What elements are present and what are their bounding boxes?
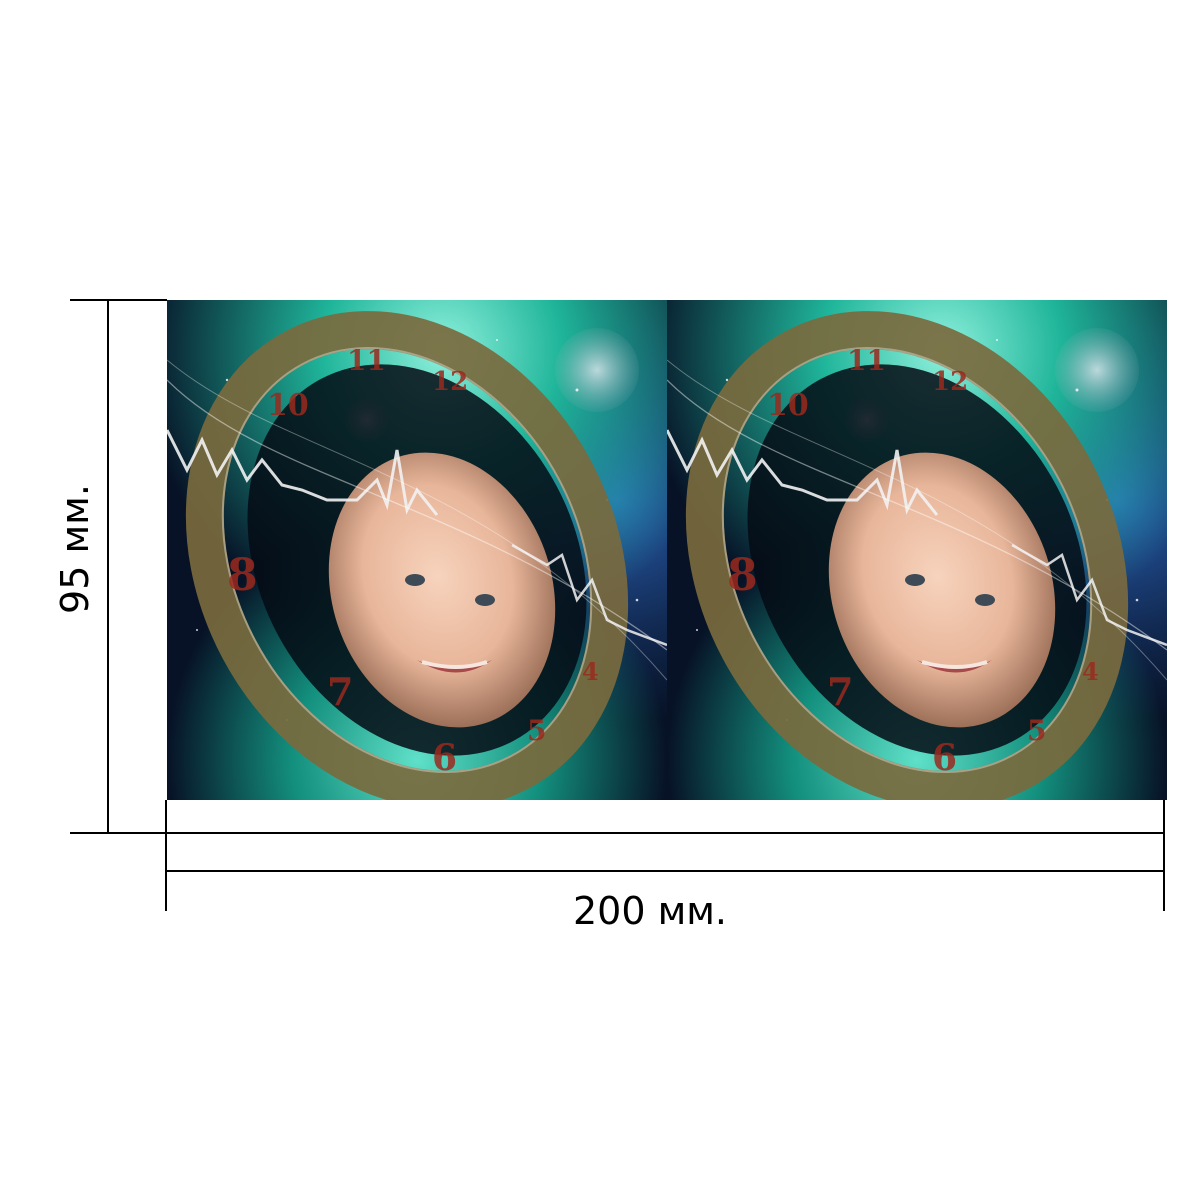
- svg-text:12: 12: [932, 367, 968, 397]
- print-panel-right: 11 10 12 8 7 6 5 4: [667, 300, 1167, 800]
- height-dimension-line: [107, 299, 109, 834]
- width-dimension-label: 200 мм.: [572, 889, 728, 933]
- height-dimension-label: 95 мм.: [53, 484, 97, 614]
- svg-text:7: 7: [327, 669, 353, 714]
- svg-text:10: 10: [267, 388, 309, 423]
- cosmic-baby-clock-image: 11 10 12 8 7 6 5 4: [667, 300, 1167, 800]
- height-extension-line-bottom: [70, 832, 167, 834]
- svg-text:5: 5: [527, 714, 546, 747]
- panel-bottom-reference-line: [165, 832, 1165, 834]
- svg-text:5: 5: [1027, 714, 1046, 747]
- cosmic-baby-clock-image: 11 10 12 8 7 6 5 4: [167, 300, 667, 800]
- svg-text:12: 12: [432, 367, 468, 397]
- width-extension-line-left: [165, 800, 167, 911]
- width-extension-line-right: [1163, 800, 1165, 911]
- svg-text:6: 6: [432, 737, 457, 779]
- width-dimension-line: [165, 870, 1165, 872]
- svg-text:8: 8: [227, 550, 258, 601]
- svg-text:4: 4: [1082, 657, 1099, 686]
- svg-text:4: 4: [582, 657, 599, 686]
- svg-text:10: 10: [767, 388, 809, 423]
- svg-text:6: 6: [932, 737, 957, 779]
- svg-text:11: 11: [347, 344, 386, 377]
- print-panel-left: 11 10 12 8 7 6 5 4: [167, 300, 667, 800]
- svg-text:8: 8: [727, 550, 758, 601]
- svg-text:7: 7: [827, 669, 853, 714]
- height-extension-line-top: [70, 299, 167, 301]
- svg-text:11: 11: [847, 344, 886, 377]
